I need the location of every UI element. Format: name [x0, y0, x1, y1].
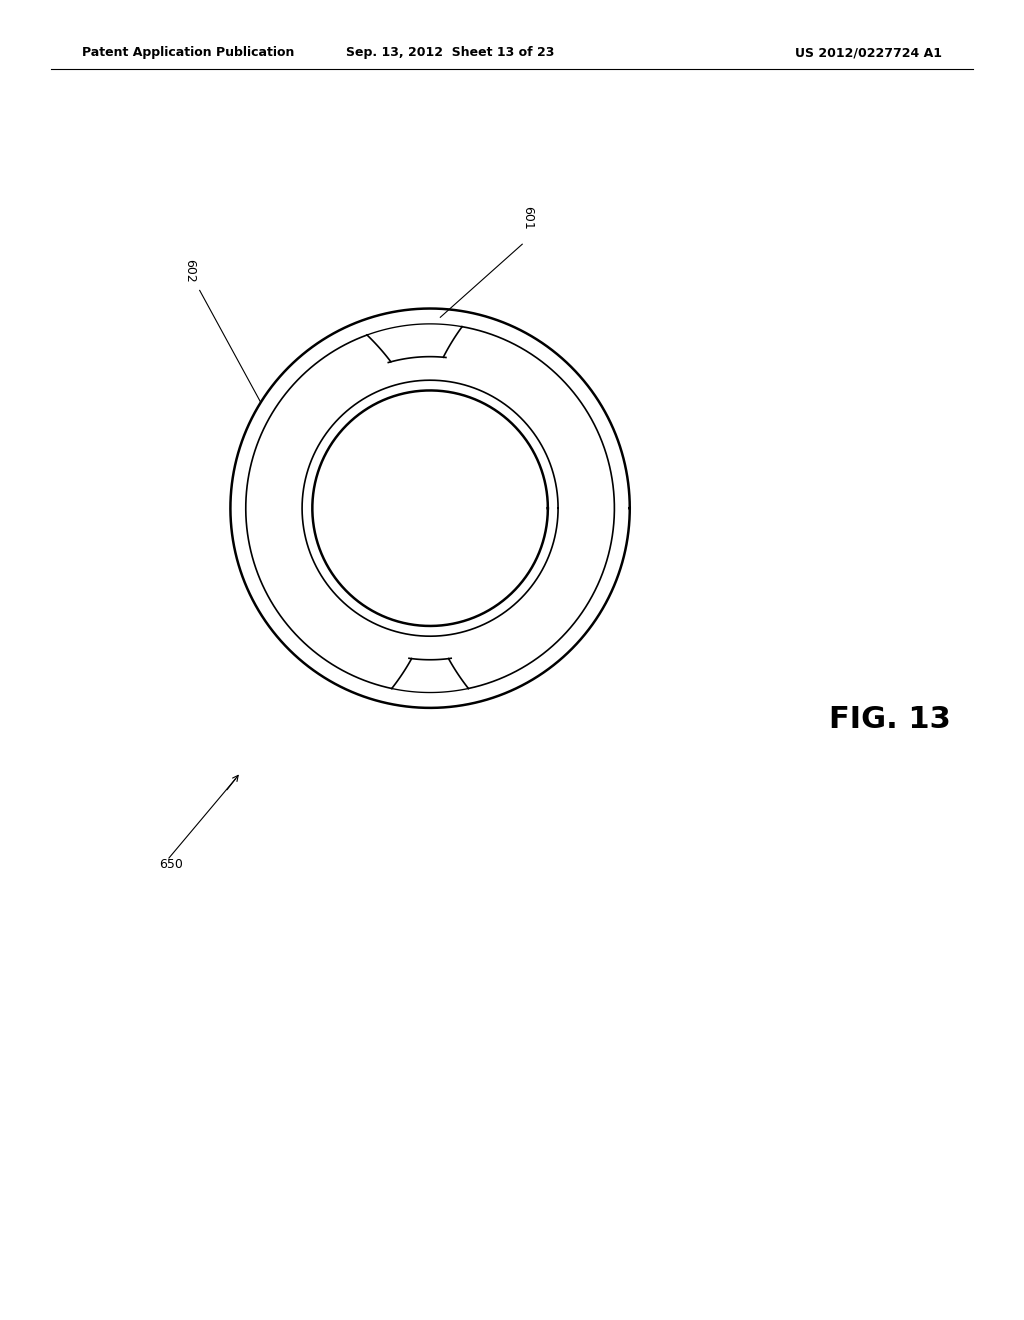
Text: FIG. 13: FIG. 13	[829, 705, 951, 734]
Text: 650: 650	[159, 858, 182, 871]
Text: Sep. 13, 2012  Sheet 13 of 23: Sep. 13, 2012 Sheet 13 of 23	[346, 46, 555, 59]
Text: US 2012/0227724 A1: US 2012/0227724 A1	[795, 46, 942, 59]
Text: Patent Application Publication: Patent Application Publication	[82, 46, 294, 59]
Text: 601: 601	[521, 206, 534, 230]
Text: 602: 602	[183, 259, 196, 282]
